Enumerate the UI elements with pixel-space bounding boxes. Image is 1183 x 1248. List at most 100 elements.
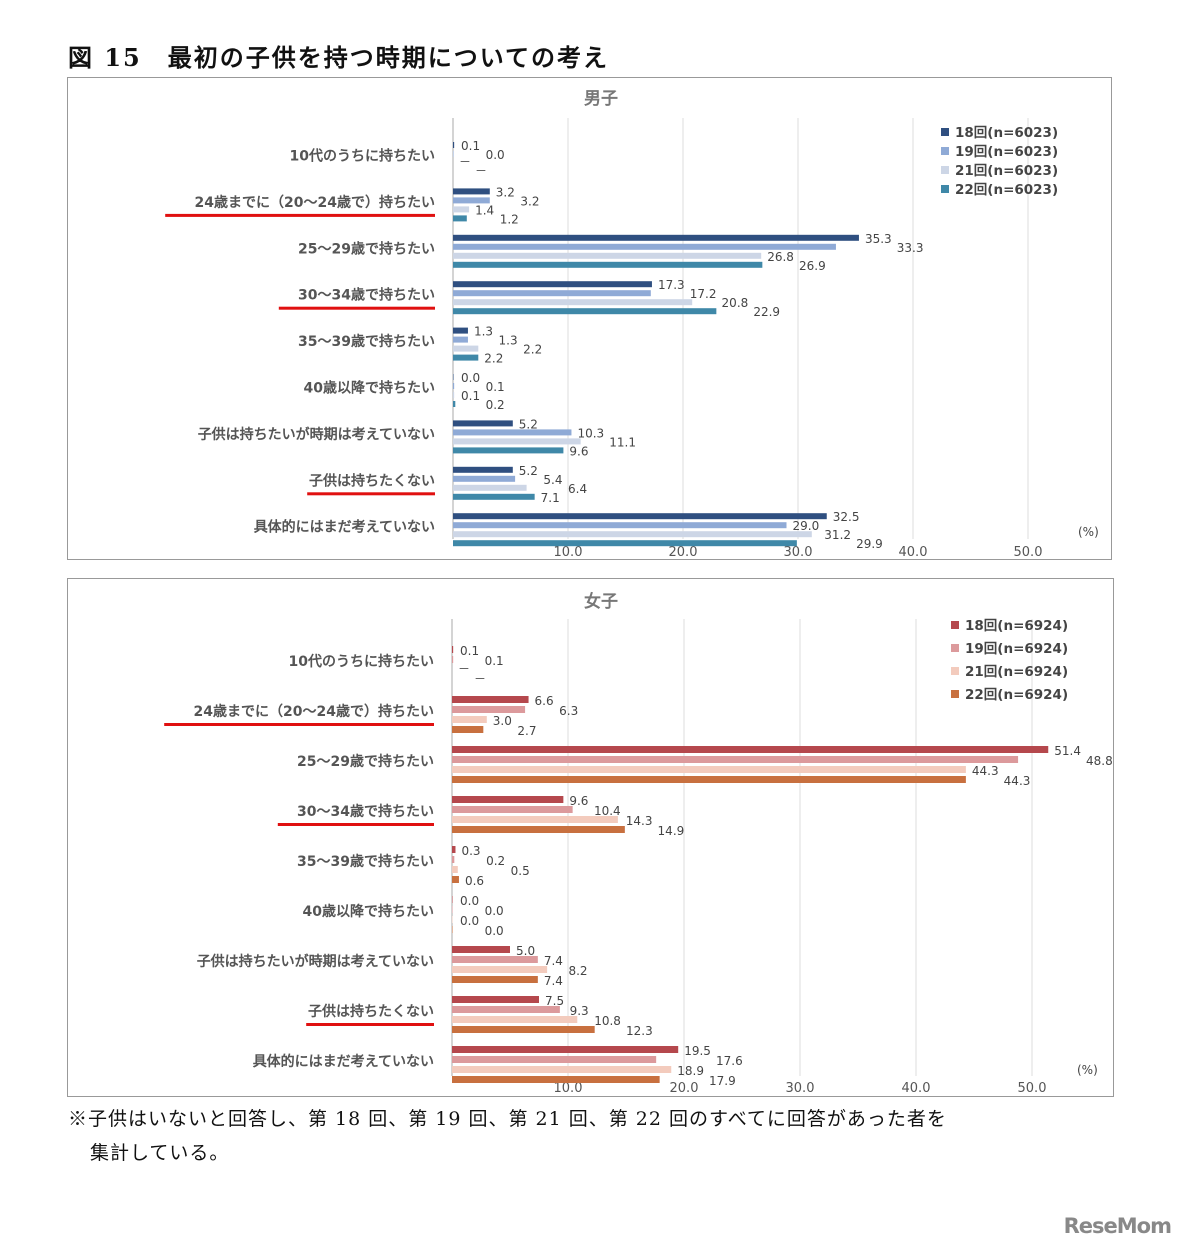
- data-label: 22.9: [753, 305, 780, 319]
- x-tick-label: 40.0: [899, 545, 928, 560]
- data-label: 14.9: [658, 824, 685, 838]
- bar: [453, 466, 513, 473]
- missing-value-label: －: [474, 672, 486, 686]
- bar: [453, 374, 454, 380]
- x-tick-label: 30.0: [786, 1081, 815, 1096]
- bar: [453, 243, 836, 250]
- data-label: 26.9: [799, 259, 826, 273]
- bar: [452, 646, 454, 653]
- data-label: 17.6: [716, 1054, 743, 1068]
- bar: [453, 299, 693, 306]
- bar: [452, 946, 510, 953]
- bar: [452, 776, 966, 783]
- data-label: 1.3: [499, 334, 518, 348]
- footnote-line: ※子供はいないと回答し、第 18 回、第 19 回、第 21 回、第 22 回の…: [68, 1108, 947, 1130]
- bar: [452, 1046, 679, 1053]
- legend-swatch: [941, 185, 949, 193]
- bar: [452, 916, 453, 923]
- data-label: 12.3: [626, 1024, 653, 1038]
- data-label: 19.5: [684, 1044, 711, 1058]
- data-label: 1.4: [475, 203, 494, 217]
- legend-swatch: [951, 690, 959, 698]
- highlight-underline: [277, 823, 434, 826]
- chart-title: 男子: [584, 89, 618, 109]
- legend-label: 21回(n=6924): [965, 664, 1068, 680]
- category-label: 子供は持ちたいが時期は考えていない: [198, 426, 435, 443]
- bar: [453, 281, 652, 288]
- data-label: 0.1: [460, 644, 479, 658]
- bar: [453, 429, 572, 436]
- bar: [453, 206, 470, 213]
- legend-swatch: [951, 644, 959, 652]
- resemom-logo: ReseMom: [1063, 1214, 1172, 1238]
- data-label: 29.0: [793, 519, 820, 533]
- bar: [452, 866, 458, 873]
- bar: [453, 484, 527, 491]
- legend-swatch: [941, 128, 949, 136]
- x-tick-label: 20.0: [670, 1081, 699, 1096]
- bar: [453, 493, 535, 500]
- legend-label: 18回(n=6924): [965, 618, 1068, 634]
- figure-title: 図 15 最初の子供を持つ時期についての考え: [68, 43, 610, 72]
- data-label: 0.0: [460, 914, 479, 928]
- footnote-line: 集計している。: [90, 1142, 230, 1164]
- data-label: 32.5: [833, 510, 860, 524]
- category-label: 子供は持ちたくない: [308, 1003, 434, 1020]
- bar: [452, 706, 526, 713]
- category-label: 10代のうちに持ちたい: [289, 653, 434, 670]
- data-label: 0.1: [486, 380, 505, 394]
- x-tick-label: 50.0: [1014, 545, 1043, 560]
- bar: [453, 531, 812, 538]
- data-label: 9.6: [569, 794, 588, 808]
- data-label: 29.9: [856, 537, 883, 551]
- data-label: 6.3: [559, 704, 578, 718]
- data-label: 0.2: [486, 854, 505, 868]
- data-label: 7.4: [544, 974, 563, 988]
- bar: [453, 383, 455, 389]
- bar: [452, 696, 529, 703]
- chart-male-svg: 男子 10.0 20.0 30.0 40.0 50.0 (%) 10代のうちに持ちたい 0.1 0…: [165, 89, 1099, 560]
- category-label: 24歳までに（20～24歳で）持ちたい: [194, 703, 434, 720]
- data-label: 8.2: [568, 964, 587, 978]
- chart-female: 女子 10.0 20.0 30.0 40.0 50.0 (%) 10代のうちに持ちたい 0.1 0…: [67, 578, 1114, 1097]
- category-label: 30～34歳で持ちたい: [298, 287, 435, 304]
- bar: [452, 716, 487, 723]
- highlight-underline: [278, 306, 435, 310]
- data-label: 0.0: [460, 894, 479, 908]
- data-label: 6.6: [535, 694, 554, 708]
- bar: [453, 513, 827, 520]
- bar: [452, 926, 453, 933]
- bar: [452, 1066, 672, 1073]
- bar: [453, 401, 456, 407]
- data-label: 1.2: [500, 212, 519, 226]
- bar: [453, 540, 797, 547]
- data-label: 5.2: [519, 464, 538, 478]
- bar: [453, 327, 468, 334]
- highlight-underline: [164, 723, 434, 726]
- chart-male: 男子 10.0 20.0 30.0 40.0 50.0 (%) 10代のうちに持ちたい 0.1 0…: [67, 77, 1112, 560]
- data-label: 33.3: [897, 241, 924, 255]
- data-label: 2.7: [517, 724, 536, 738]
- missing-value-label: －: [458, 662, 470, 676]
- data-label: 14.3: [626, 814, 653, 828]
- bar: [453, 151, 454, 157]
- category-label: 具体的にはまだ考えていない: [252, 1053, 434, 1070]
- legend-swatch: [951, 621, 959, 629]
- bar: [453, 345, 479, 352]
- bar: [452, 766, 966, 773]
- bar: [453, 522, 787, 529]
- legend-label: 22回(n=6023): [955, 182, 1058, 198]
- bar: [453, 475, 516, 482]
- data-label: 9.6: [569, 444, 588, 458]
- data-label: 7.5: [545, 994, 564, 1008]
- data-label: 11.1: [609, 435, 636, 449]
- data-label: 6.4: [568, 482, 587, 496]
- bar: [453, 142, 455, 148]
- data-label: 0.0: [486, 148, 505, 162]
- bar: [453, 261, 763, 268]
- data-label: 2.2: [484, 352, 503, 366]
- data-label: 18.9: [677, 1064, 704, 1078]
- data-label: 0.1: [461, 139, 480, 153]
- category-label: 35～39歳で持ちたい: [297, 853, 434, 870]
- data-label: 10.3: [577, 426, 604, 440]
